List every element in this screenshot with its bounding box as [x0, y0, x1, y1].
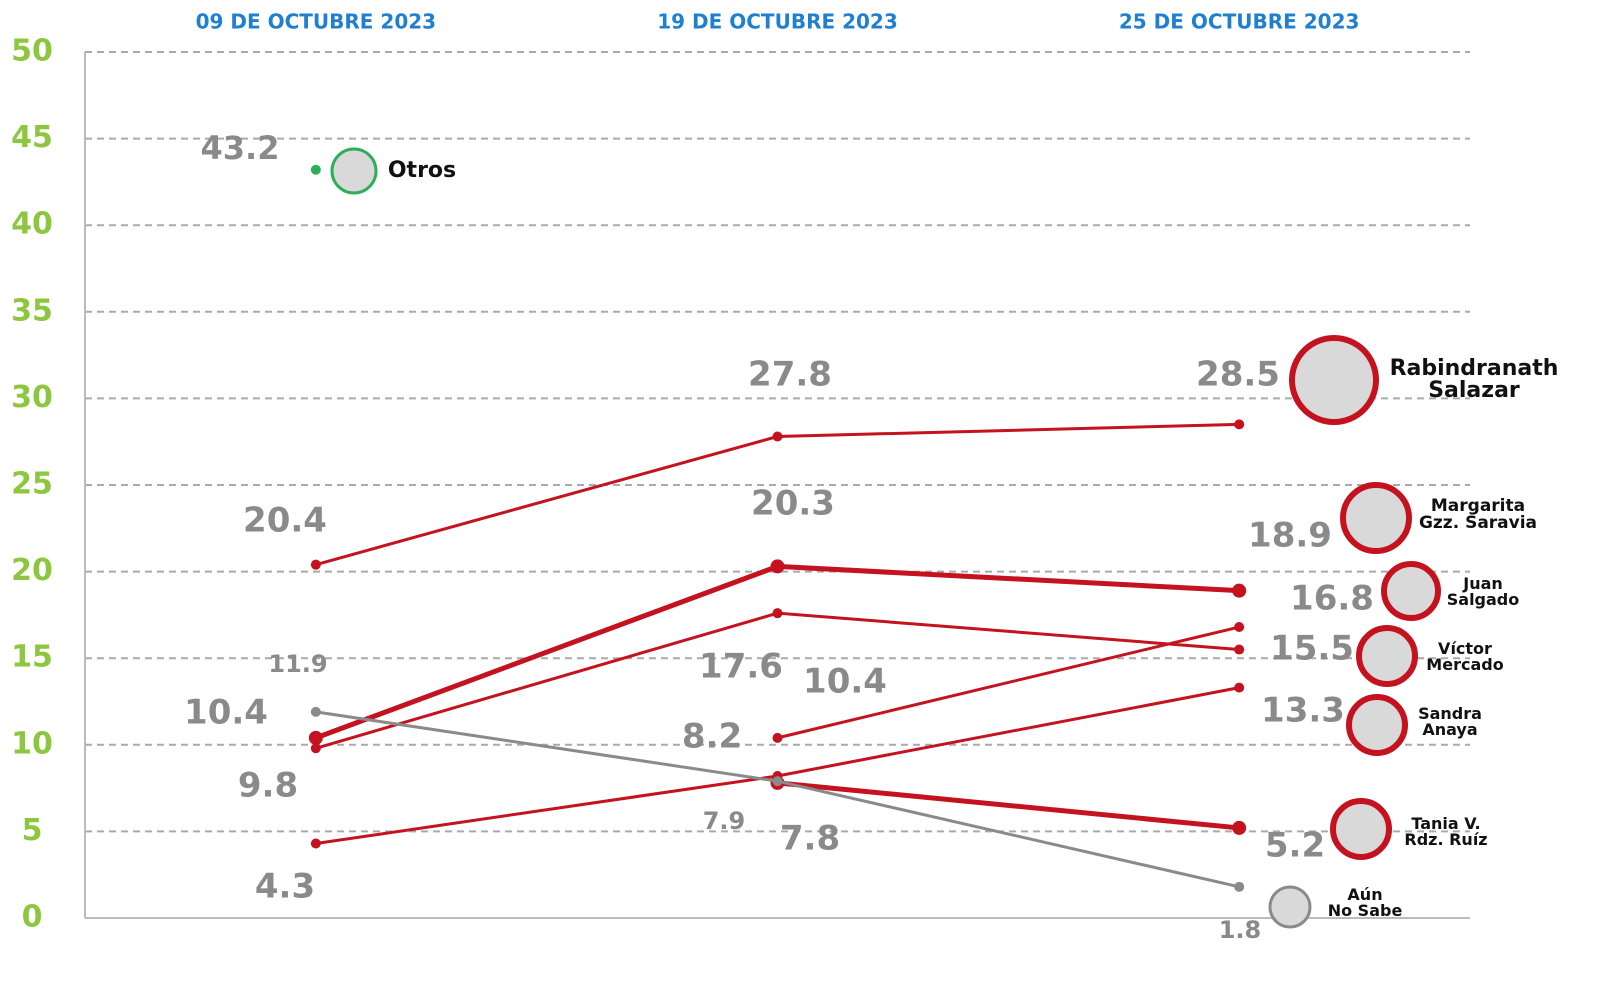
- legend-name: Margarita Gzz. Saravia: [1418, 496, 1538, 533]
- data-point: [772, 431, 783, 442]
- data-label: 17.6: [699, 647, 783, 687]
- legend-avatar: [330, 147, 378, 195]
- legend-name: Tania V. Rdz. Ruíz: [1404, 814, 1488, 849]
- legend-avatar: [1340, 482, 1412, 554]
- data-point: [1234, 419, 1245, 430]
- y-tick-label: 35: [11, 293, 53, 328]
- y-tick-label: 45: [11, 120, 53, 155]
- data-label: 20.3: [751, 484, 835, 524]
- data-label: 43.2: [201, 129, 280, 167]
- legend-avatar: [1268, 885, 1312, 929]
- series-line: [777, 780, 1240, 831]
- legend-name: Rabindranath Salazar: [1389, 356, 1559, 403]
- data-label: 15.5: [1270, 629, 1354, 669]
- x-category-label: 25 DE OCTUBRE 2023: [1119, 10, 1360, 34]
- data-point: [1232, 820, 1247, 835]
- data-label: 10.4: [184, 693, 268, 733]
- data-point: [770, 559, 785, 574]
- data-point: [1234, 644, 1245, 655]
- data-point: [308, 730, 323, 745]
- data-label: 10.4: [803, 662, 887, 702]
- data-point: [1234, 682, 1245, 693]
- series-line: [315, 686, 1240, 846]
- y-tick-label: 40: [11, 207, 53, 242]
- data-label: 8.2: [682, 717, 742, 757]
- legend-name: Juan Salgado: [1446, 574, 1520, 609]
- data-label: 18.9: [1248, 516, 1332, 556]
- data-point: [772, 608, 783, 619]
- data-label: 11.9: [268, 650, 327, 678]
- legend-avatar: [1330, 798, 1392, 860]
- series-line: [777, 625, 1240, 740]
- data-label: 16.8: [1290, 579, 1374, 619]
- y-tick-label: 10: [11, 726, 53, 761]
- data-label: 27.8: [748, 355, 832, 395]
- data-point: [1234, 622, 1245, 633]
- legend-avatar: [1289, 335, 1379, 425]
- y-tick-label: 25: [11, 467, 53, 502]
- data-label: 20.4: [243, 501, 327, 541]
- data-point: [1234, 881, 1245, 892]
- data-point: [310, 706, 321, 717]
- data-label: 7.8: [780, 819, 840, 859]
- data-point: [1232, 583, 1247, 598]
- y-tick-label: 30: [11, 380, 53, 415]
- y-tick-label: 50: [11, 34, 53, 69]
- data-point: [772, 732, 783, 743]
- data-point: [310, 559, 321, 570]
- data-label: 1.8: [1219, 916, 1262, 944]
- legend-name: Sandra Anaya: [1418, 704, 1482, 739]
- data-label: 4.3: [255, 867, 315, 907]
- y-tick-label: 15: [11, 640, 53, 675]
- y-tick-label: 0: [22, 900, 43, 935]
- x-category-label: 09 DE OCTUBRE 2023: [196, 10, 437, 34]
- data-label: 13.3: [1261, 691, 1345, 731]
- data-label: 5.2: [1265, 826, 1325, 866]
- data-point: [310, 743, 321, 754]
- y-tick-label: 20: [11, 553, 53, 588]
- legend-name: Víctor Mercado: [1426, 639, 1504, 674]
- legend-avatar: [1381, 561, 1441, 621]
- x-category-label: 19 DE OCTUBRE 2023: [657, 10, 898, 34]
- data-point: [310, 164, 321, 175]
- data-label: 28.5: [1196, 355, 1280, 395]
- legend-name: Otros: [387, 158, 457, 183]
- legend-avatar: [1356, 625, 1418, 687]
- y-tick-label: 5: [22, 813, 43, 848]
- data-label: 9.8: [238, 766, 298, 806]
- data-point: [772, 776, 783, 787]
- legend-avatar: [1346, 694, 1408, 756]
- data-point: [310, 838, 321, 849]
- legend-name: Aún No Sabe: [1327, 885, 1403, 920]
- data-label: 7.9: [703, 807, 746, 835]
